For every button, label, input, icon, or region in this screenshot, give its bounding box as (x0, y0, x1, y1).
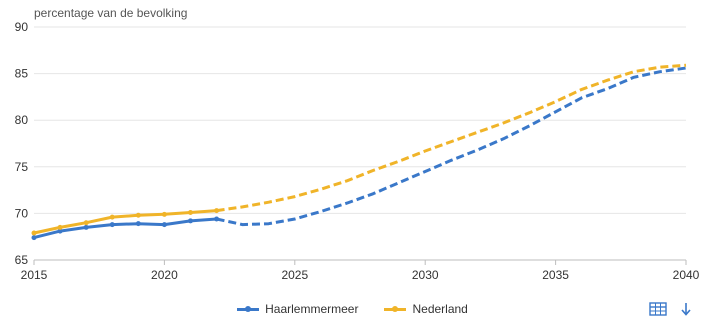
data-point-nederland-2018[interactable] (109, 214, 115, 220)
legend-swatch-haarlemmermeer (237, 305, 260, 312)
data-point-nederland-2015[interactable] (31, 230, 37, 236)
data-point-nederland-2021[interactable] (187, 209, 193, 215)
data-point-nederland-2019[interactable] (135, 212, 141, 218)
x-tick-label-2025: 2025 (281, 268, 308, 282)
chart-toolbar (649, 301, 695, 317)
data-point-haarlemmermeer-2015[interactable] (31, 235, 37, 241)
data-point-nederland-2020[interactable] (161, 211, 167, 217)
legend-item-haarlemmermeer[interactable]: Haarlemmermeer (237, 302, 358, 316)
data-point-haarlemmermeer-2020[interactable] (161, 222, 167, 228)
data-point-haarlemmermeer-2022[interactable] (214, 216, 220, 222)
data-point-haarlemmermeer-2016[interactable] (57, 228, 63, 234)
y-tick-label-65: 65 (15, 253, 29, 267)
legend: Haarlemmermeer Nederland (0, 302, 705, 316)
y-tick-label-75: 75 (15, 160, 29, 174)
series-line-nederland-observed (33, 209, 217, 235)
chart-svg: percentage van de bevolking 65 70 75 80 85 90… (15, 6, 700, 282)
legend-swatch-nederland (384, 305, 407, 312)
y-tick-label-80: 80 (15, 113, 29, 127)
x-tick-labels: 2015 2020 2025 2030 2035 2040 (21, 260, 700, 282)
data-point-nederland-2016[interactable] (57, 224, 63, 230)
x-tick-label-2030: 2030 (412, 268, 439, 282)
legend-item-nederland[interactable]: Nederland (384, 302, 468, 316)
y-tick-labels: 65 70 75 80 85 90 (15, 20, 29, 267)
data-point-nederland-2022[interactable] (214, 208, 220, 214)
series-line-haarlemmermeer-forecast (216, 66, 687, 227)
x-tick-label-2020: 2020 (151, 268, 178, 282)
data-point-haarlemmermeer-2019[interactable] (135, 221, 141, 227)
download-arrow-icon[interactable] (677, 301, 695, 317)
x-tick-label-2035: 2035 (542, 268, 569, 282)
x-tick-label-2040: 2040 (673, 268, 700, 282)
data-point-haarlemmermeer-2018[interactable] (109, 222, 115, 228)
legend-label-nederland: Nederland (412, 302, 468, 316)
data-point-haarlemmermeer-2021[interactable] (187, 218, 193, 224)
series-line-haarlemmermeer-observed (33, 217, 217, 240)
data-point-nederland-2017[interactable] (83, 220, 89, 226)
x-tick-label-2015: 2015 (21, 268, 48, 282)
gridlines (34, 26, 686, 261)
y-tick-label-85: 85 (15, 67, 29, 81)
y-axis-label: percentage van de bevolking (34, 6, 187, 20)
series-line-nederland-forecast (216, 63, 687, 213)
series-lines (31, 63, 687, 241)
table-icon[interactable] (649, 301, 667, 317)
data-point-haarlemmermeer-2017[interactable] (83, 224, 89, 230)
legend-label-haarlemmermeer: Haarlemmermeer (265, 302, 359, 316)
y-tick-label-90: 90 (15, 20, 29, 34)
y-tick-label-70: 70 (15, 206, 29, 220)
